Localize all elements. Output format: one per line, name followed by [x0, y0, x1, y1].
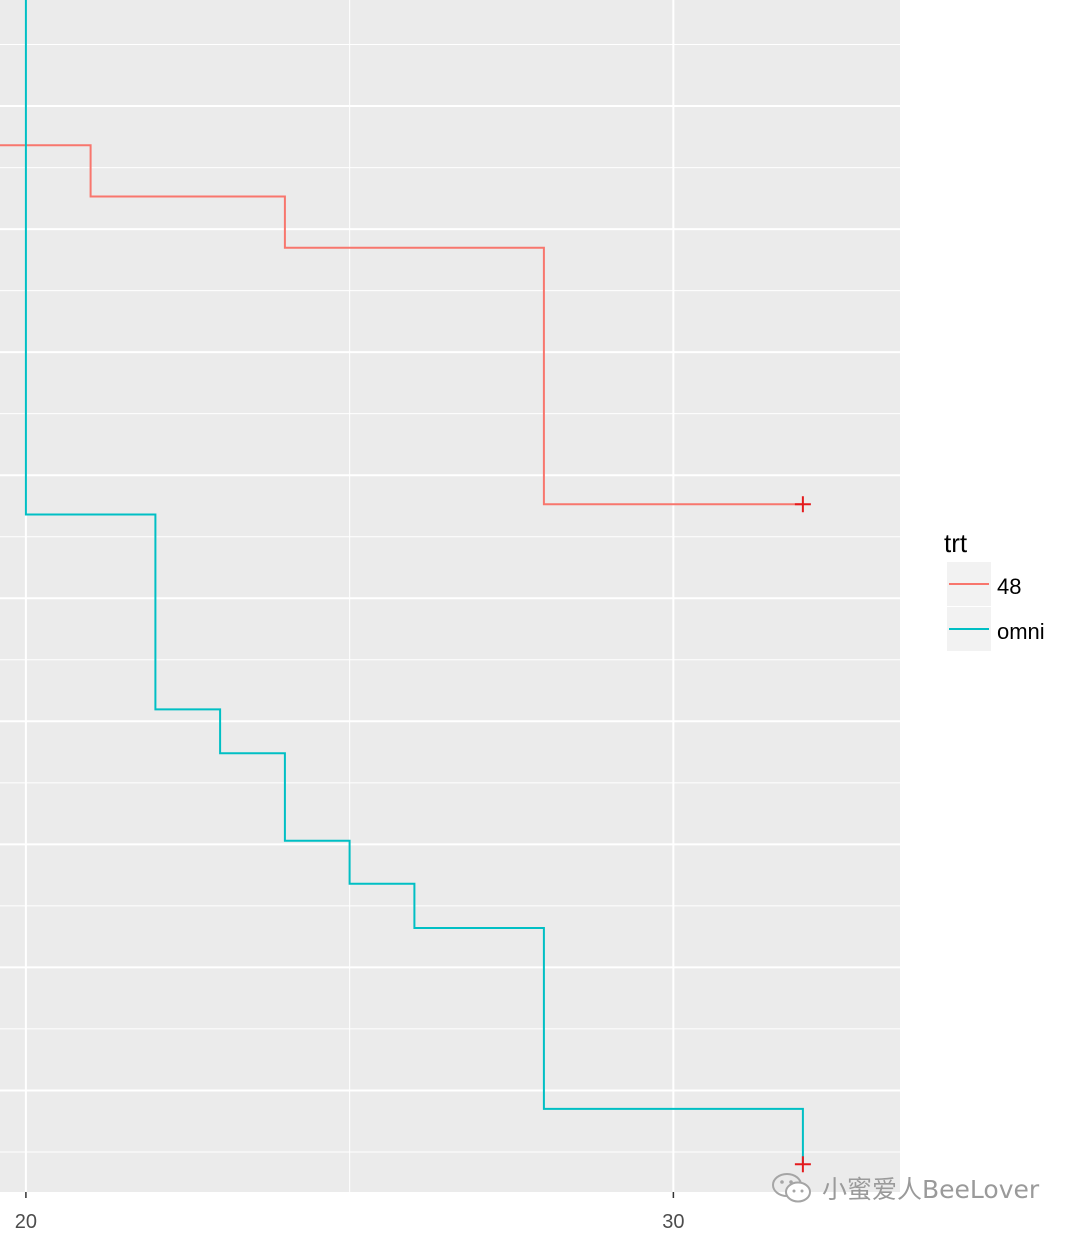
x-axis: 20 30: [15, 1192, 685, 1233]
legend-label-omni: omni: [997, 619, 1045, 644]
x-tick-label: 30: [662, 1211, 684, 1233]
series-line-omni: [24, 0, 804, 1165]
legend: trt 48 omni: [944, 528, 1045, 651]
grid: [0, 0, 900, 1192]
legend-label-48: 48: [997, 574, 1021, 599]
wechat-icon: [772, 1173, 811, 1203]
censor-marks: [794, 496, 811, 1173]
series-layer: [0, 0, 804, 1165]
series-line-48: [0, 144, 803, 506]
watermark: 小蜜爱人BeeLover: [770, 1168, 1039, 1208]
watermark-text: 小蜜爱人BeeLover: [822, 1175, 1040, 1204]
x-tick-label: 20: [15, 1211, 37, 1233]
plot-panel: [0, 0, 900, 1192]
legend-title: trt: [944, 528, 968, 558]
censor-mark-omni: [794, 1156, 811, 1173]
censor-mark-48: [794, 496, 811, 513]
